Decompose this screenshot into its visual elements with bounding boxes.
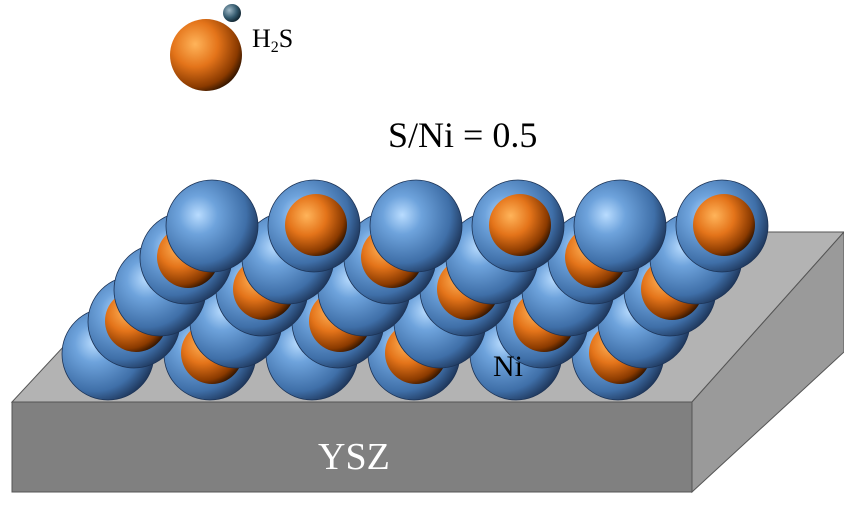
coverage-ratio-label: S/Ni = 0.5 — [388, 115, 538, 155]
h2s-label: H2S — [252, 24, 294, 56]
ni-atom — [165, 179, 259, 273]
sulfur-atom — [170, 19, 242, 91]
adsorbed-sulfur-atom — [693, 194, 755, 256]
hydrogen-atom-top — [223, 4, 241, 22]
adsorbed-sulfur-atom — [489, 194, 551, 256]
ni-atom — [369, 179, 463, 273]
adsorbed-sulfur-atom — [285, 194, 347, 256]
ni-atom-label: Ni — [493, 350, 523, 383]
ni-atom — [573, 179, 667, 273]
nickel-lattice — [61, 179, 769, 401]
h2s-molecule — [170, 4, 242, 91]
substrate-label: YSZ — [318, 436, 390, 478]
substrate-front-face — [11, 401, 693, 493]
